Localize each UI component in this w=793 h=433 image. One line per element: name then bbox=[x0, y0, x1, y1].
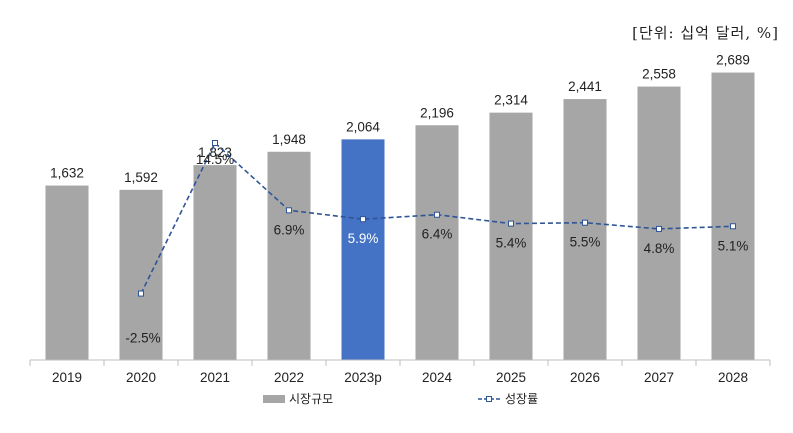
bar-value-label-2026: 2,441 bbox=[568, 79, 602, 94]
rate-marker-2023p bbox=[360, 216, 366, 223]
bar-2027 bbox=[637, 86, 681, 360]
rate-marker-2027 bbox=[656, 225, 662, 232]
bar-value-label-2021: 1,823 bbox=[198, 145, 232, 160]
bar-2022 bbox=[267, 151, 311, 360]
rate-label-2026: 5.5% bbox=[570, 235, 601, 250]
x-tick-label-2026: 2026 bbox=[570, 370, 600, 385]
bar-value-label-2023p: 2,064 bbox=[346, 119, 380, 134]
rate-marker-2028 bbox=[730, 223, 736, 230]
x-tick-label-2028: 2028 bbox=[718, 370, 748, 385]
rate-marker-2020 bbox=[138, 290, 144, 297]
rate-marker-2025 bbox=[508, 220, 514, 227]
bar-2023p bbox=[341, 139, 385, 360]
x-axis-ticks bbox=[29, 360, 771, 366]
bar-value-label-2019: 1,632 bbox=[50, 166, 84, 181]
rate-marker-2021 bbox=[212, 140, 218, 146]
bar-2025 bbox=[489, 112, 533, 360]
x-tick-label-2022: 2022 bbox=[274, 370, 304, 385]
rate-marker-2024 bbox=[434, 211, 440, 218]
unit-note: [단위: 십억 달러, %] bbox=[632, 24, 779, 42]
bar-2028 bbox=[711, 72, 755, 360]
rate-label-2027: 4.8% bbox=[644, 241, 675, 256]
rate-label-2025: 5.4% bbox=[496, 236, 527, 251]
legend: 시장규모 성장률 bbox=[263, 392, 538, 406]
x-tick-label-2023p: 2023p bbox=[344, 370, 382, 385]
x-tick-label-2021: 2021 bbox=[200, 370, 230, 385]
rate-label-2022: 6.9% bbox=[274, 222, 305, 237]
rate-label-2028: 5.1% bbox=[718, 238, 749, 253]
x-tick-label-2027: 2027 bbox=[644, 370, 674, 385]
x-tick-label-2020: 2020 bbox=[126, 370, 156, 385]
growth-rate-labels: -2.5% 14.5% 6.9% 5.9% 6.4% 5.4% 5.5% 4.8% 5.1% bbox=[125, 152, 748, 346]
bars-group bbox=[45, 72, 755, 360]
x-tick-label-2019: 2019 bbox=[52, 370, 82, 385]
bar-value-label-2027: 2,558 bbox=[642, 67, 676, 82]
bar-value-label-2025: 2,314 bbox=[494, 93, 528, 108]
bar-2020 bbox=[119, 189, 163, 360]
bar-2024 bbox=[415, 125, 459, 360]
bar-value-label-2024: 2,196 bbox=[420, 105, 454, 120]
legend-bar-swatch bbox=[263, 395, 285, 403]
bar-2021 bbox=[193, 165, 237, 360]
legend-line-marker bbox=[486, 396, 492, 402]
rate-marker-2026 bbox=[582, 219, 588, 226]
rate-label-2023p: 5.9% bbox=[348, 231, 379, 246]
legend-label-growth-rate: 성장률 bbox=[505, 392, 538, 406]
x-axis-tick-labels: 2019 2020 2021 2022 2023p 2024 2025 2026 2027 202… bbox=[52, 370, 748, 385]
bar-value-labels: 1,632 1,592 1,823 1,948 2,064 2,196 2,314 2,441… bbox=[50, 53, 750, 185]
bar-value-label-2020: 1,592 bbox=[124, 170, 158, 185]
growth-rate-markers bbox=[138, 140, 736, 297]
rate-marker-2022 bbox=[286, 207, 292, 214]
x-tick-label-2024: 2024 bbox=[422, 370, 453, 385]
rate-label-2024: 6.4% bbox=[422, 227, 453, 242]
bar-2019 bbox=[45, 185, 89, 360]
bar-value-label-2022: 1,948 bbox=[272, 132, 306, 147]
rate-label-2020: -2.5% bbox=[125, 331, 160, 346]
x-tick-label-2025: 2025 bbox=[496, 370, 526, 385]
legend-label-market-size: 시장규모 bbox=[289, 392, 333, 406]
rate-label-2021: 14.5% bbox=[196, 152, 234, 167]
bar-2026 bbox=[563, 99, 607, 360]
bar-value-label-2028: 2,689 bbox=[716, 53, 750, 68]
